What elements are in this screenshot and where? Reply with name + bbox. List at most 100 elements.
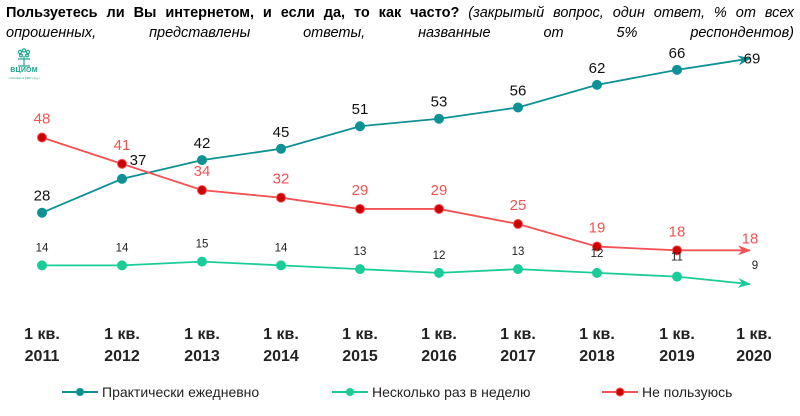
legend-item-weekly: Несколько раз в неделю <box>332 384 531 400</box>
x-tick-label-4-quarter: 1 кв. <box>342 326 378 343</box>
x-tick-label-5-year: 2016 <box>421 348 457 365</box>
point-daily-7 <box>592 79 602 90</box>
x-tick-label-9-year: 2020 <box>736 348 772 365</box>
legend-label-none: Не пользуюсь <box>642 384 733 400</box>
chart-title: Пользуетесь ли Вы интернетом, и если да,… <box>6 3 794 43</box>
x-tick-label-3-year: 2014 <box>263 348 299 365</box>
data-label-weekly-2: 15 <box>196 239 209 251</box>
x-tick-label-4-year: 2015 <box>342 348 378 365</box>
data-label-daily-8: 66 <box>669 45 686 62</box>
x-tick-label-7-year: 2018 <box>579 348 615 365</box>
data-label-none-9: 18 <box>742 230 759 247</box>
x-tick-label-9-quarter: 1 кв. <box>736 326 772 343</box>
data-label-weekly-0: 14 <box>36 242 49 254</box>
point-none-2 <box>197 185 207 196</box>
legend-item-daily: Практически ежедневно <box>62 384 259 400</box>
series-layer <box>37 55 751 288</box>
tree-icon <box>17 48 31 67</box>
x-tick-label-8-year: 2019 <box>659 348 695 365</box>
point-none-3 <box>276 192 286 203</box>
x-tick-label-5-quarter: 1 кв. <box>421 326 457 343</box>
legend-item-none: Не пользуюсь <box>602 384 732 400</box>
series-line-daily <box>41 55 751 214</box>
x-tick-label-6-quarter: 1 кв. <box>500 326 536 343</box>
point-none-7 <box>592 241 602 252</box>
data-label-none-8: 18 <box>669 223 686 240</box>
data-label-none-4: 29 <box>352 182 369 199</box>
legend: Практически ежедневно Несколько раз в не… <box>0 384 800 406</box>
data-label-daily-1: 37 <box>130 152 147 169</box>
point-none-8 <box>672 245 682 256</box>
x-tick-label-2-quarter: 1 кв. <box>184 326 220 343</box>
data-label-daily-0: 28 <box>34 188 51 205</box>
x-tick-label-2-year: 2013 <box>184 348 220 365</box>
data-label-daily-3: 45 <box>273 124 290 141</box>
x-tick-label-1-year: 2012 <box>104 348 140 365</box>
point-weekly-7 <box>592 267 602 278</box>
data-labels: 28 37 42 45 51 53 56 62 66 69 14 14 15 14 13 12 13 12 11 9 4… <box>34 45 761 272</box>
point-daily-0 <box>37 207 47 218</box>
data-label-none-0: 48 <box>34 111 51 128</box>
data-label-daily-7: 62 <box>589 60 606 77</box>
legend-marker-weekly <box>332 388 368 396</box>
data-label-none-2: 34 <box>194 163 211 180</box>
point-weekly-8 <box>672 271 682 282</box>
point-daily-2 <box>197 155 207 166</box>
data-label-none-3: 32 <box>273 171 290 188</box>
series-line-none <box>41 136 751 256</box>
data-label-none-6: 25 <box>510 197 527 214</box>
x-tick-label-8-quarter: 1 кв. <box>659 326 695 343</box>
point-weekly-4 <box>355 264 365 275</box>
point-weekly-2 <box>197 256 207 267</box>
data-label-weekly-9: 9 <box>752 260 758 272</box>
data-label-weekly-6: 13 <box>512 246 525 258</box>
logo-name: ВЦИОМ <box>10 67 38 74</box>
x-tick-label-0-quarter: 1 кв. <box>24 326 60 343</box>
point-daily-1 <box>117 173 127 184</box>
data-label-daily-2: 42 <box>194 135 211 152</box>
x-axis-labels: 1 кв. 2011 1 кв. 2012 1 кв. 2013 1 кв. 2014 1 кв… <box>24 326 772 365</box>
survey-question: Пользуетесь ли Вы интернетом, и если да,… <box>6 5 460 21</box>
data-label-daily-6: 56 <box>510 82 527 99</box>
point-none-4 <box>355 203 365 214</box>
x-tick-label-0-year: 2011 <box>25 348 60 365</box>
survey-note: (закрытый вопрос, один ответ, % от всех … <box>6 5 794 41</box>
logo-subtitle: • Основан в 1987 году • <box>7 76 41 80</box>
series-weekly <box>37 256 751 288</box>
point-none-5 <box>434 203 444 214</box>
data-label-daily-9: 69 <box>744 51 761 68</box>
data-label-none-5: 29 <box>431 182 448 199</box>
point-weekly-0 <box>37 260 47 271</box>
point-weekly-1 <box>117 260 127 271</box>
data-label-weekly-8: 11 <box>671 252 683 264</box>
series-none <box>37 132 751 256</box>
legend-label-weekly: Несколько раз в неделю <box>372 384 531 400</box>
vciom-logo: ВЦИОМ • Основан в 1987 году • <box>4 48 44 82</box>
series-line-weekly <box>42 260 751 288</box>
data-label-weekly-7: 12 <box>591 248 604 260</box>
point-weekly-6 <box>513 264 523 275</box>
point-daily-4 <box>355 121 365 132</box>
data-label-weekly-1: 14 <box>116 242 129 254</box>
data-label-daily-4: 51 <box>352 101 369 118</box>
data-label-none-7: 19 <box>589 220 606 237</box>
legend-marker-none <box>602 387 638 397</box>
legend-marker-daily <box>62 388 98 396</box>
x-tick-label-1-quarter: 1 кв. <box>104 326 140 343</box>
point-daily-6 <box>513 102 523 113</box>
point-daily-5 <box>434 113 444 124</box>
data-label-daily-5: 53 <box>431 94 448 111</box>
series-daily <box>37 55 751 218</box>
data-label-weekly-4: 13 <box>354 246 367 258</box>
data-label-weekly-5: 12 <box>433 250 446 262</box>
data-label-weekly-3: 14 <box>275 242 288 254</box>
point-daily-8 <box>672 64 682 75</box>
point-daily-3 <box>276 143 286 154</box>
point-none-6 <box>513 219 523 229</box>
point-weekly-3 <box>276 260 286 271</box>
x-tick-label-6-year: 2017 <box>500 348 536 365</box>
x-tick-label-3-quarter: 1 кв. <box>263 326 299 343</box>
legend-label-daily: Практически ежедневно <box>102 384 260 400</box>
point-none-1 <box>117 158 127 169</box>
data-label-none-1: 41 <box>114 137 131 154</box>
